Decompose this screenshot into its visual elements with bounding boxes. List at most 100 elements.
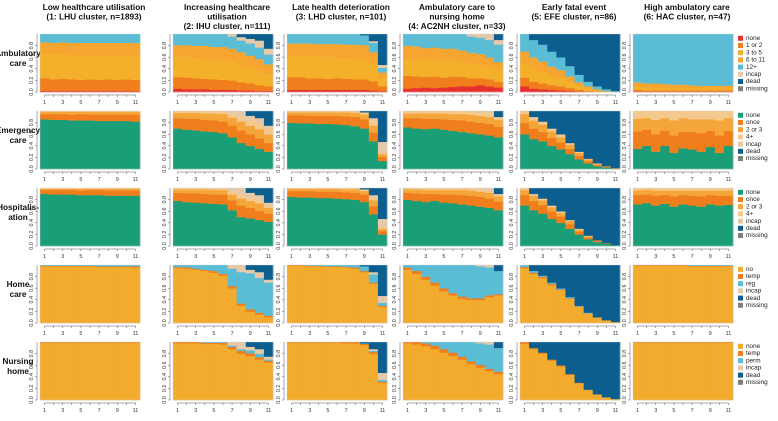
stack-segment — [85, 42, 95, 56]
stack-segment — [76, 266, 86, 324]
stack-segment — [191, 269, 201, 324]
stack-segment — [565, 153, 575, 170]
stack-segment — [493, 201, 504, 211]
stack-segment — [403, 111, 413, 114]
stack-segment — [574, 85, 585, 90]
stack-segment — [592, 342, 603, 395]
stack-segment — [601, 243, 612, 247]
stack-segment — [714, 34, 725, 86]
stack-segment — [687, 266, 698, 324]
stack-segment — [76, 90, 86, 93]
stack-segment — [377, 152, 388, 155]
stack-segment — [236, 111, 247, 118]
stack-segment — [601, 342, 612, 398]
stack-segment — [182, 342, 192, 344]
domain-label: home — [7, 367, 29, 376]
stack-segment — [227, 36, 238, 49]
stack-segment — [457, 120, 468, 133]
legend-label: none — [746, 343, 761, 350]
legend-swatch — [738, 233, 743, 238]
y-tick-label: 0.4 — [29, 142, 35, 150]
x-tick-label: 1 — [290, 331, 293, 337]
panel-1-1: 0.00.20.40.60.81 3 5 7 9 11 — [29, 33, 141, 106]
stack-segment — [520, 134, 530, 170]
stack-segment — [263, 134, 274, 144]
stack-segment — [538, 61, 548, 72]
stack-segment — [403, 45, 413, 59]
x-tick-label: 9 — [116, 331, 119, 337]
stack-segment — [556, 90, 566, 93]
stack-segment — [103, 188, 114, 191]
stack-segment — [466, 299, 477, 324]
stack-segment — [439, 111, 449, 114]
stack-segment — [547, 66, 557, 77]
stack-segment — [642, 265, 652, 266]
stack-segment — [678, 342, 688, 401]
stack-segment — [359, 343, 370, 345]
stack-segment — [296, 34, 306, 44]
stack-segment — [574, 383, 585, 401]
stack-segment — [651, 265, 661, 266]
stack-segment — [484, 188, 495, 191]
cluster-title-6: High ambulatory care — [644, 2, 730, 12]
legend-label: temp — [746, 273, 761, 280]
stack-segment — [633, 111, 643, 119]
legend-label: incap — [746, 288, 762, 295]
stack-segment — [583, 389, 594, 401]
stack-segment — [583, 90, 594, 93]
legend-label: missing — [746, 155, 768, 162]
stack-segment — [529, 34, 539, 41]
stack-segment — [200, 265, 210, 270]
stack-segment — [556, 222, 566, 247]
stack-segment — [669, 190, 679, 197]
stack-segment — [547, 145, 557, 170]
stack-segment — [412, 265, 422, 272]
x-tick-label: 3 — [424, 100, 427, 106]
stack-segment — [200, 113, 210, 120]
stack-segment — [574, 305, 585, 307]
stack-segment — [412, 117, 422, 129]
y-tick-label: 0.0 — [509, 319, 515, 327]
cluster-title-4: nursing home — [429, 12, 485, 22]
stack-segment — [669, 87, 679, 91]
stack-segment — [305, 190, 315, 198]
panel-1-3: 0.00.20.40.60.81 3 5 7 9 11 — [276, 33, 388, 106]
stack-segment — [565, 298, 575, 299]
stack-segment — [669, 111, 679, 121]
x-tick-label: 9 — [363, 408, 366, 414]
domain-labels: AmbulatorycareEmergencycareHospitalis-at… — [0, 49, 41, 376]
domain-label: Nursing — [3, 357, 34, 366]
stack-segment — [368, 194, 379, 198]
stack-segment — [705, 111, 716, 120]
stack-segment — [475, 191, 486, 197]
x-tick-label: 3 — [424, 177, 427, 183]
stack-segment — [359, 58, 370, 80]
x-tick-label: 3 — [308, 100, 311, 106]
stack-segment — [359, 112, 370, 115]
x-tick-label: 3 — [424, 254, 427, 260]
stack-segment — [565, 188, 575, 221]
stack-segment — [448, 76, 458, 88]
stack-segment — [705, 188, 716, 191]
stack-segment — [245, 90, 256, 93]
stack-segment — [556, 34, 566, 58]
stack-segment — [245, 67, 256, 84]
stack-segment — [94, 79, 105, 92]
stack-segment — [466, 78, 477, 87]
stack-segment — [173, 117, 183, 129]
stack-segment — [332, 78, 342, 90]
stack-segment — [678, 111, 688, 119]
x-tick-label: 3 — [654, 177, 657, 183]
stack-segment — [305, 112, 315, 116]
stack-segment — [547, 128, 557, 132]
stack-segment — [660, 130, 670, 147]
stack-segment — [323, 123, 333, 170]
y-tick-label: 0.6 — [276, 130, 282, 138]
legend-swatch — [738, 71, 743, 77]
stack-segment — [466, 298, 477, 301]
stack-segment — [583, 265, 594, 313]
stack-segment — [121, 120, 132, 170]
stack-segment — [182, 45, 192, 57]
stack-segment — [245, 188, 256, 193]
legend-label: temp — [746, 350, 761, 357]
